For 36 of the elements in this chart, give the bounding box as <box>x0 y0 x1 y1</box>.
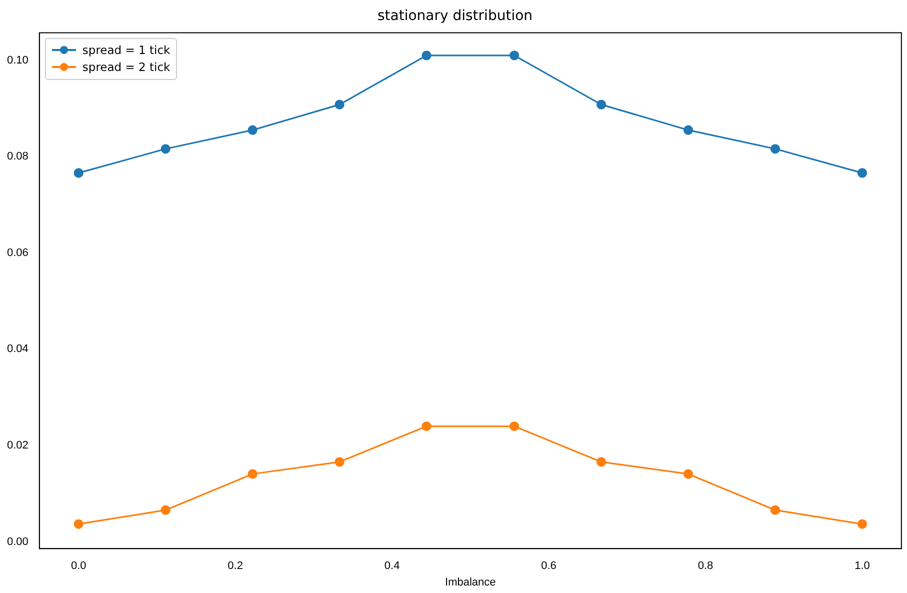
point <box>509 50 520 60</box>
point <box>334 100 344 110</box>
y-tick-label: 0.08 <box>6 150 28 163</box>
point <box>422 50 432 60</box>
point <box>422 421 432 432</box>
point <box>74 168 84 178</box>
chart-title: stationary distribution <box>377 8 533 24</box>
point <box>683 469 694 479</box>
y-tick-label: 0.04 <box>6 343 28 356</box>
x-tick-label: 0.6 <box>541 560 556 572</box>
point <box>770 505 780 515</box>
point <box>683 125 694 135</box>
point <box>596 457 606 467</box>
point <box>160 144 170 154</box>
point <box>857 519 868 529</box>
x-tick-label: 0.2 <box>228 560 243 572</box>
point <box>160 505 170 515</box>
y-tick-label: 0.00 <box>6 536 28 548</box>
point <box>74 519 84 529</box>
point <box>770 144 780 154</box>
point <box>857 168 868 178</box>
legend-label: spread = 2 tick <box>82 60 170 74</box>
point <box>596 100 606 110</box>
y-tick-label: 0.10 <box>6 54 28 66</box>
point <box>248 125 258 135</box>
point <box>509 421 520 432</box>
point <box>248 469 258 479</box>
x-tick-label: 0.8 <box>698 560 714 572</box>
y-tick-label: 0.06 <box>6 246 28 259</box>
x-axis-title: Imbalance <box>445 576 496 588</box>
legend-label: spread = 1 tick <box>82 43 170 58</box>
x-tick-label: 1.0 <box>854 560 870 572</box>
y-tick-label: 0.02 <box>6 440 28 452</box>
point <box>334 457 344 467</box>
x-tick-label: 0.0 <box>70 560 86 572</box>
x-tick-label: 0.4 <box>384 560 400 572</box>
